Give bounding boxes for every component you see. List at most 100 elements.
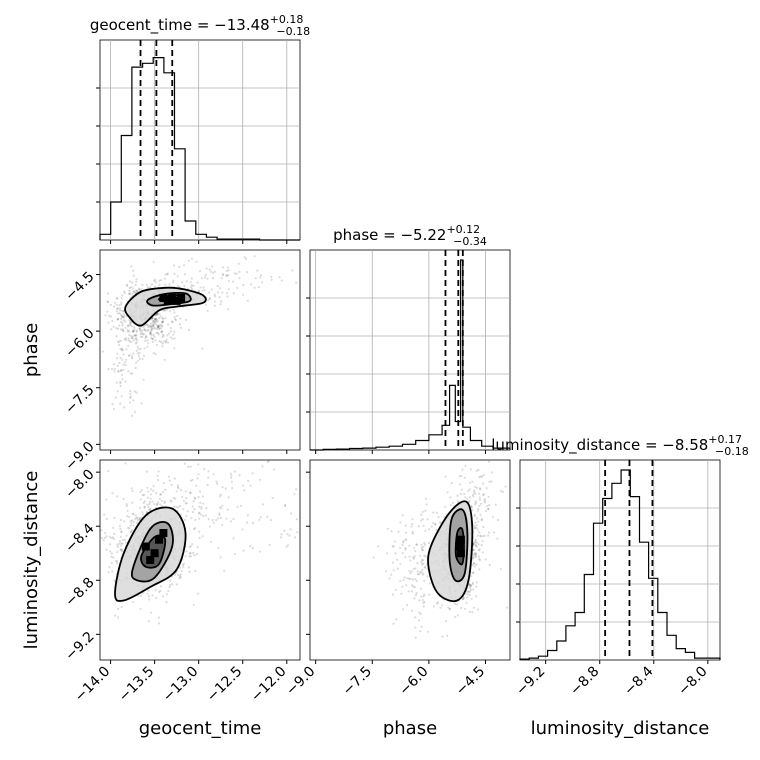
sample-point [157, 622, 161, 625]
sample-point [197, 290, 200, 293]
sample-point [118, 312, 121, 315]
sample-point [225, 292, 228, 295]
sample-point [122, 315, 125, 318]
sample-point [149, 332, 152, 335]
sample-point [410, 590, 413, 593]
sample-point [124, 364, 127, 367]
sample-point [128, 291, 131, 295]
sample-point [226, 508, 229, 511]
sample-point [150, 329, 153, 332]
sample-point [147, 342, 150, 345]
sample-point [259, 274, 262, 277]
sample-point [472, 561, 475, 565]
sample-point [227, 288, 230, 291]
sample-point [468, 500, 471, 503]
sample-point [468, 590, 471, 593]
pair-panel-geocent_time-phase [96, 249, 301, 454]
contour-line [146, 291, 192, 307]
sample-point [463, 492, 466, 495]
sample-point [409, 559, 412, 562]
sample-point [204, 514, 207, 517]
sample-point [266, 515, 269, 518]
sample-point [416, 573, 419, 576]
sample-point [148, 598, 151, 601]
sample-point [411, 578, 414, 581]
sample-point [480, 518, 484, 521]
sample-point [473, 552, 476, 555]
sample-point [479, 535, 482, 538]
sample-point [135, 330, 138, 333]
sample-point [150, 334, 153, 337]
sample-point [438, 521, 441, 524]
sample-point [417, 619, 421, 622]
sample-point [143, 505, 146, 508]
sample-point [201, 289, 204, 292]
sample-point [488, 504, 491, 507]
sample-point [172, 279, 175, 282]
sample-point [411, 584, 414, 587]
sample-point [143, 347, 146, 350]
sample-point [183, 518, 186, 521]
sample-point [126, 284, 129, 287]
sample-point [121, 324, 124, 327]
sample-point [423, 566, 427, 569]
sample-point [143, 493, 146, 497]
sample-point [116, 495, 119, 498]
sample-point [128, 323, 131, 326]
sample-point [129, 293, 132, 296]
sample-point [190, 517, 193, 520]
sample-point [119, 339, 122, 342]
sample-point [279, 536, 283, 539]
sample-point [469, 584, 472, 587]
sample-point [124, 320, 127, 323]
sample-point [414, 594, 417, 597]
sample-point [177, 506, 180, 509]
sample-point [460, 607, 463, 610]
sample-point [479, 513, 482, 516]
sample-point [216, 285, 219, 288]
sample-point [130, 334, 133, 338]
sample-point [115, 303, 118, 306]
sample-point [225, 517, 228, 520]
sample-point [474, 538, 477, 541]
sample-point [485, 510, 488, 513]
sample-point [131, 337, 134, 340]
sample-point [211, 265, 214, 268]
sample-point [411, 532, 415, 535]
sample-point [163, 309, 166, 312]
sample-point [130, 337, 133, 340]
sample-point [110, 328, 113, 331]
sample-point [116, 545, 119, 548]
sample-point [154, 589, 157, 592]
sample-point [468, 496, 471, 499]
sample-point [473, 514, 476, 518]
sample-point [130, 286, 133, 289]
sample-point [136, 345, 139, 348]
sample-point [193, 527, 197, 530]
sample-point [472, 554, 475, 557]
sample-point [171, 320, 174, 323]
sample-point [120, 548, 123, 551]
sample-point [169, 310, 172, 313]
sample-point [424, 497, 428, 500]
sample-point [161, 342, 164, 345]
sample-point [408, 544, 411, 547]
sample-point [139, 516, 142, 519]
sample-point [150, 327, 153, 330]
sample-point [259, 516, 262, 519]
sample-point [156, 325, 160, 329]
sample-point [175, 490, 178, 493]
sample-point [157, 501, 160, 504]
sample-point [219, 516, 222, 519]
sample-point [207, 476, 210, 479]
sample-point [127, 339, 130, 342]
y-tick-label: −4.5 [62, 269, 97, 304]
sample-point [270, 275, 273, 278]
sample-point [404, 524, 407, 527]
panel-frame [99, 39, 301, 241]
sample-point [134, 366, 137, 370]
sample-point [122, 316, 125, 319]
sample-point [471, 563, 474, 566]
contour-line [114, 506, 187, 602]
sample-point [112, 407, 115, 410]
